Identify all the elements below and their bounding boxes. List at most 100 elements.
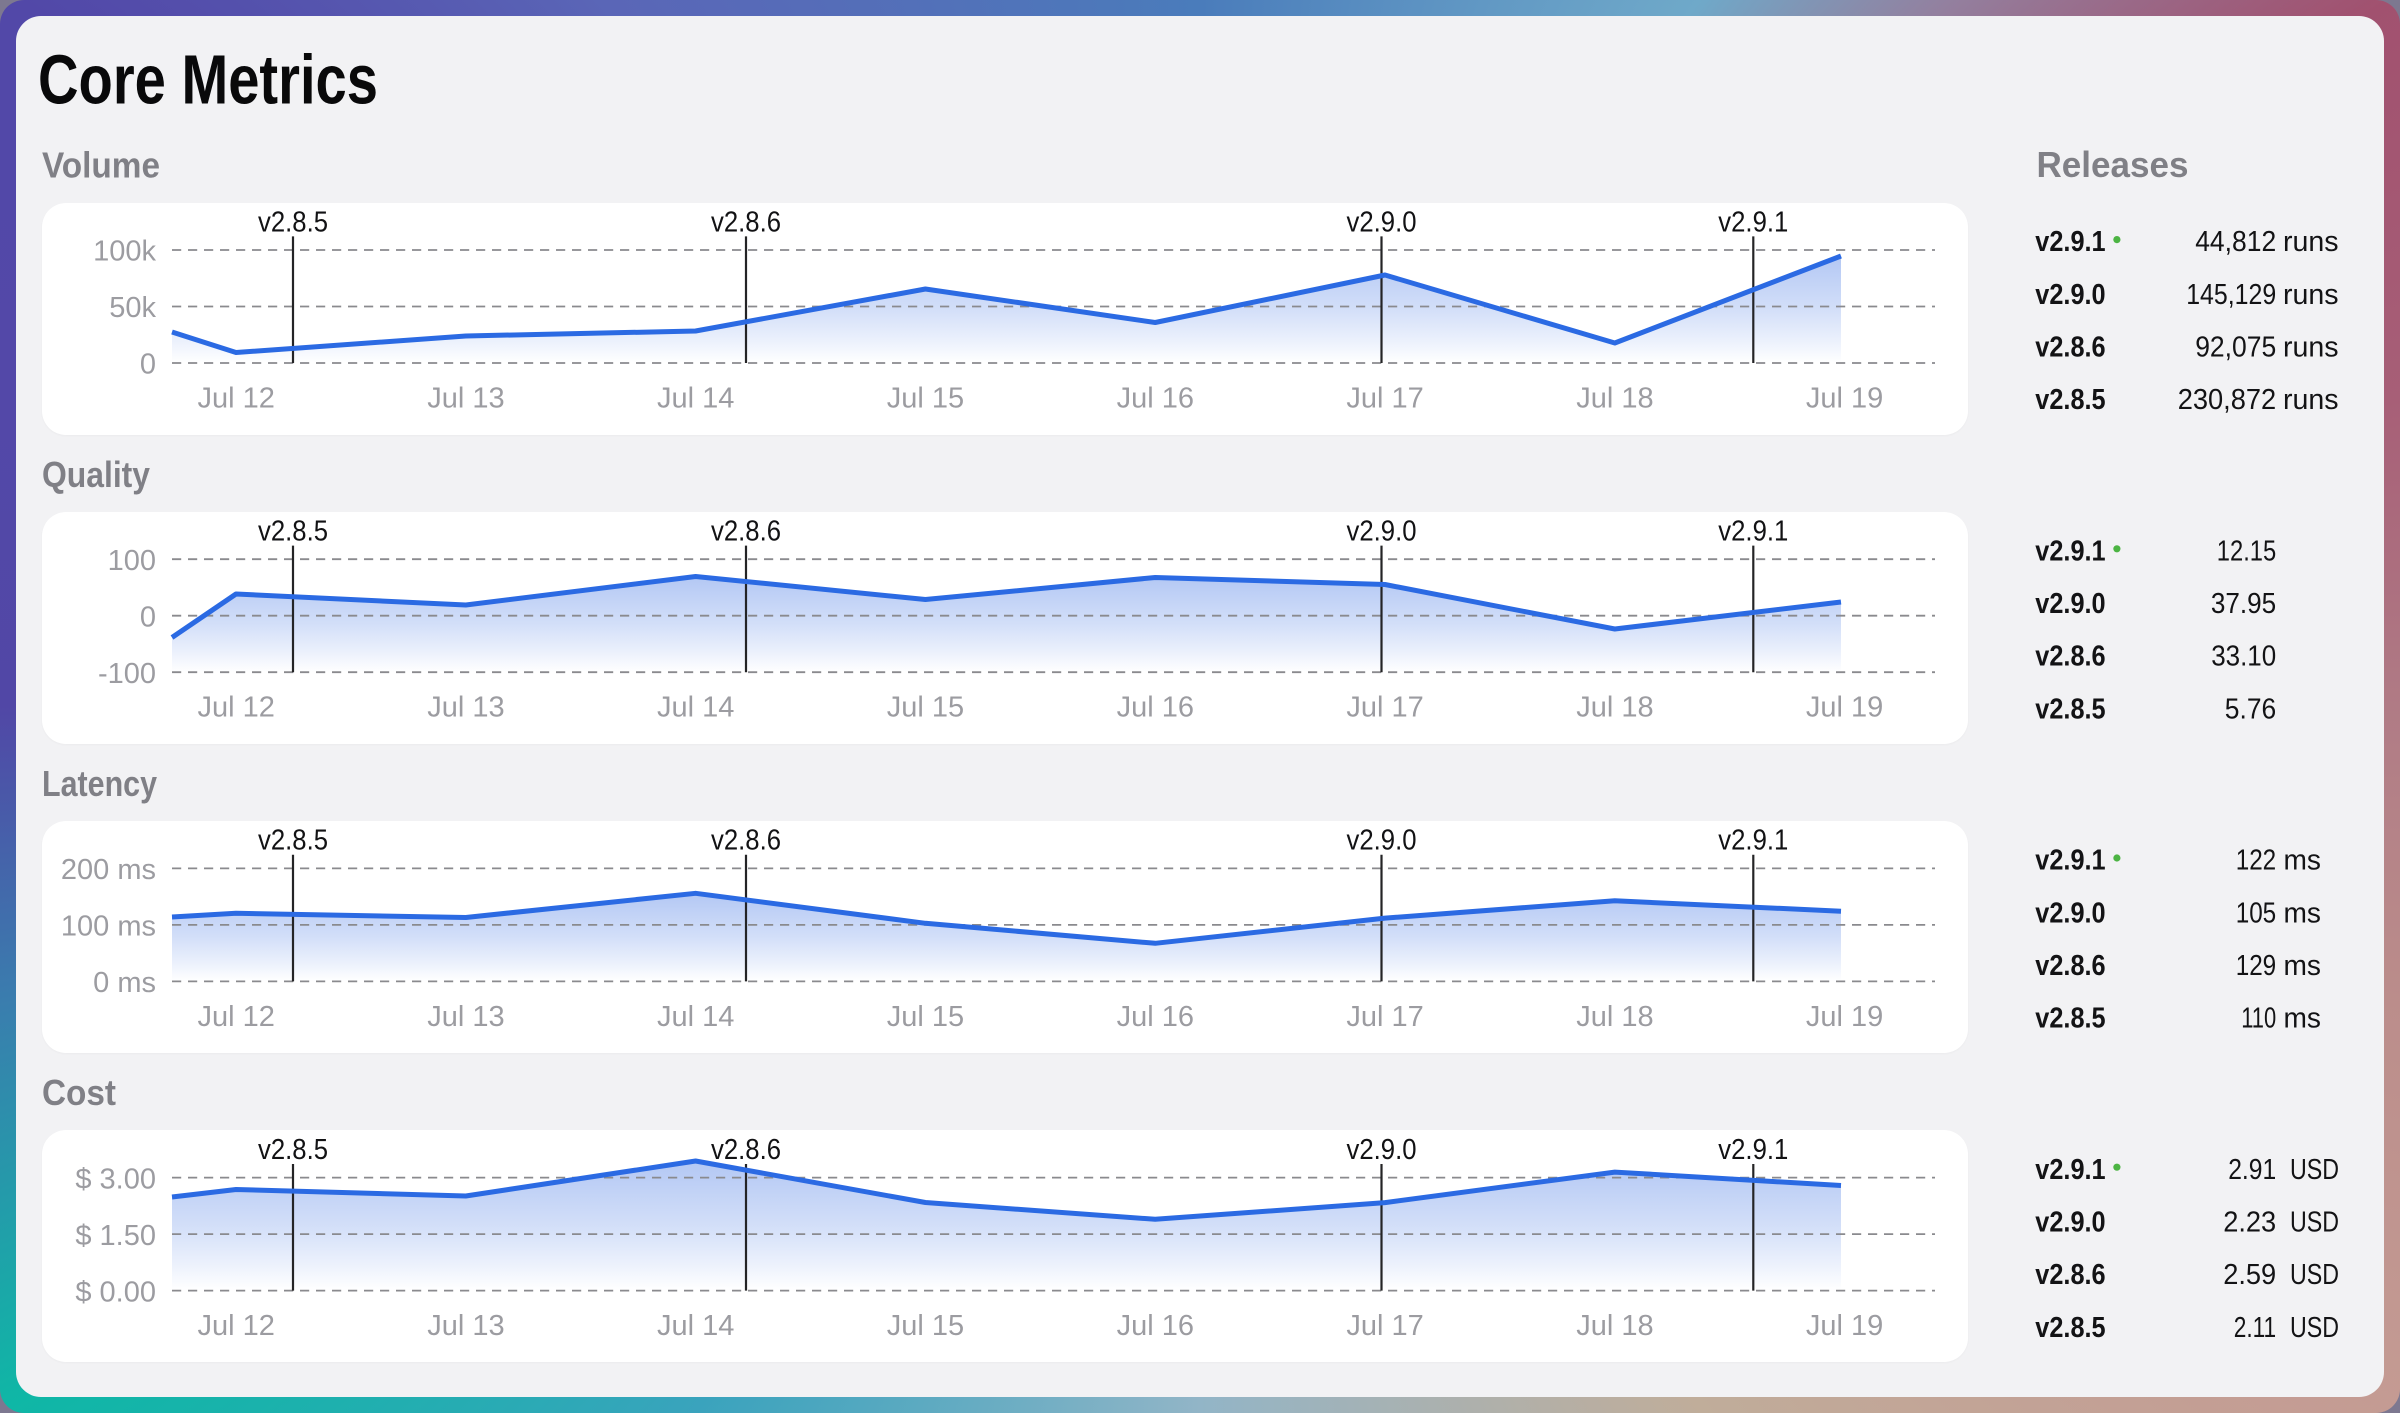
svg-text:105: 105 (2236, 897, 2277, 929)
svg-text:Jul 17: Jul 17 (1346, 692, 1423, 724)
svg-text:Jul 12: Jul 12 (198, 1310, 275, 1342)
svg-text:Releases: Releases (2037, 144, 2189, 185)
svg-text:Latency: Latency (42, 763, 157, 804)
svg-text:$ 0.00: $ 0.00 (75, 1276, 156, 1308)
svg-text:v2.9.0: v2.9.0 (2035, 1207, 2105, 1239)
svg-text:Jul 19: Jul 19 (1806, 692, 1883, 724)
svg-text:Volume: Volume (42, 145, 160, 186)
svg-text:5.76: 5.76 (2225, 693, 2276, 725)
svg-text:Jul 18: Jul 18 (1576, 692, 1653, 724)
svg-text:v2.8.5: v2.8.5 (258, 825, 328, 857)
svg-text:-100: -100 (98, 658, 156, 690)
svg-text:129: 129 (2236, 950, 2277, 982)
svg-text:v2.8.6: v2.8.6 (711, 825, 781, 857)
svg-text:92,075: 92,075 (2195, 332, 2276, 364)
svg-text:v2.9.1: v2.9.1 (1718, 206, 1788, 238)
svg-text:v2.9.0: v2.9.0 (1347, 206, 1417, 238)
svg-text:USD: USD (2290, 1312, 2339, 1344)
svg-text:v2.9.1: v2.9.1 (2035, 226, 2105, 258)
svg-text:2.91: 2.91 (2228, 1154, 2276, 1186)
svg-text:Jul 13: Jul 13 (427, 692, 504, 724)
svg-text:2.11: 2.11 (2234, 1312, 2277, 1344)
svg-text:0: 0 (140, 349, 156, 381)
svg-text:0 ms: 0 ms (93, 967, 156, 999)
svg-text:200 ms: 200 ms (61, 854, 156, 886)
svg-text:Jul 15: Jul 15 (887, 692, 964, 724)
svg-text:Jul 14: Jul 14 (657, 383, 734, 415)
svg-text:Jul 14: Jul 14 (657, 1310, 734, 1342)
svg-text:Cost: Cost (42, 1072, 116, 1113)
svg-text:ms: ms (2284, 897, 2322, 929)
svg-text:Jul 17: Jul 17 (1346, 1310, 1423, 1342)
svg-text:100: 100 (108, 545, 156, 577)
svg-text:USD: USD (2290, 1154, 2339, 1186)
svg-text:Jul 16: Jul 16 (1117, 1001, 1194, 1033)
svg-text:v2.8.6: v2.8.6 (711, 516, 781, 548)
svg-text:v2.9.1: v2.9.1 (1718, 1134, 1788, 1166)
svg-text:Jul 14: Jul 14 (657, 692, 734, 724)
svg-text:Jul 18: Jul 18 (1576, 1310, 1653, 1342)
svg-text:Jul 16: Jul 16 (1117, 1310, 1194, 1342)
svg-text:Jul 12: Jul 12 (198, 1001, 275, 1033)
svg-text:110: 110 (2241, 1003, 2276, 1035)
svg-text:runs: runs (2283, 226, 2339, 258)
svg-text:USD: USD (2290, 1207, 2339, 1239)
svg-text:v2.8.6: v2.8.6 (2035, 641, 2105, 673)
svg-text:ms: ms (2284, 950, 2322, 982)
svg-text:145,129: 145,129 (2186, 279, 2276, 311)
svg-text:v2.8.5: v2.8.5 (2035, 693, 2105, 725)
svg-text:Jul 18: Jul 18 (1576, 1001, 1653, 1033)
svg-text:Jul 19: Jul 19 (1806, 1310, 1883, 1342)
svg-text:12.15: 12.15 (2217, 535, 2276, 567)
svg-text:v2.8.5: v2.8.5 (258, 1134, 328, 1166)
svg-text:runs: runs (2283, 384, 2339, 416)
svg-text:33.10: 33.10 (2211, 641, 2276, 673)
svg-text:Jul 13: Jul 13 (427, 1001, 504, 1033)
svg-text:50k: 50k (109, 292, 156, 324)
svg-text:v2.8.5: v2.8.5 (2035, 384, 2105, 416)
svg-text:Jul 15: Jul 15 (887, 1001, 964, 1033)
svg-text:Jul 12: Jul 12 (198, 692, 275, 724)
svg-text:v2.9.1: v2.9.1 (2035, 535, 2105, 567)
svg-text:v2.8.6: v2.8.6 (2035, 1259, 2105, 1291)
svg-text:Jul 19: Jul 19 (1806, 383, 1883, 415)
svg-text:v2.8.5: v2.8.5 (258, 206, 328, 238)
svg-text:Jul 13: Jul 13 (427, 383, 504, 415)
svg-text:Quality: Quality (42, 454, 150, 495)
svg-text:Jul 16: Jul 16 (1117, 383, 1194, 415)
svg-text:ms: ms (2284, 845, 2322, 877)
svg-text:ms: ms (2284, 1003, 2322, 1035)
svg-text:v2.9.1: v2.9.1 (1718, 516, 1788, 548)
svg-text:122: 122 (2236, 845, 2277, 877)
svg-text:Jul 14: Jul 14 (657, 1001, 734, 1033)
svg-text:Jul 13: Jul 13 (427, 1310, 504, 1342)
svg-text:runs: runs (2283, 332, 2339, 364)
svg-text:100k: 100k (93, 236, 156, 268)
svg-text:v2.8.6: v2.8.6 (2035, 950, 2105, 982)
svg-text:Jul 15: Jul 15 (887, 1310, 964, 1342)
svg-text:v2.9.1: v2.9.1 (1718, 825, 1788, 857)
svg-text:2.59: 2.59 (2223, 1259, 2276, 1291)
svg-text:Jul 17: Jul 17 (1346, 1001, 1423, 1033)
svg-text:v2.9.0: v2.9.0 (2035, 897, 2105, 929)
svg-text:v2.8.6: v2.8.6 (711, 206, 781, 238)
svg-text:2.23: 2.23 (2223, 1207, 2276, 1239)
svg-text:v2.9.0: v2.9.0 (2035, 279, 2105, 311)
svg-text:v2.9.0: v2.9.0 (1347, 516, 1417, 548)
svg-text:v2.9.0: v2.9.0 (1347, 825, 1417, 857)
svg-text:Jul 15: Jul 15 (887, 383, 964, 415)
svg-text:37.95: 37.95 (2211, 588, 2276, 620)
svg-text:v2.9.1: v2.9.1 (2035, 845, 2105, 877)
svg-text:USD: USD (2290, 1259, 2339, 1291)
svg-text:v2.9.1: v2.9.1 (2035, 1154, 2105, 1186)
svg-text:v2.8.5: v2.8.5 (2035, 1003, 2105, 1035)
svg-text:Core Metrics: Core Metrics (38, 41, 378, 119)
svg-text:Jul 12: Jul 12 (198, 383, 275, 415)
svg-text:v2.8.5: v2.8.5 (258, 516, 328, 548)
svg-text:$ 1.50: $ 1.50 (75, 1220, 156, 1252)
svg-text:Jul 18: Jul 18 (1576, 383, 1653, 415)
svg-text:Jul 16: Jul 16 (1117, 692, 1194, 724)
svg-text:v2.9.0: v2.9.0 (1347, 1134, 1417, 1166)
svg-text:$ 3.00: $ 3.00 (75, 1163, 156, 1195)
svg-text:44,812: 44,812 (2195, 226, 2276, 258)
